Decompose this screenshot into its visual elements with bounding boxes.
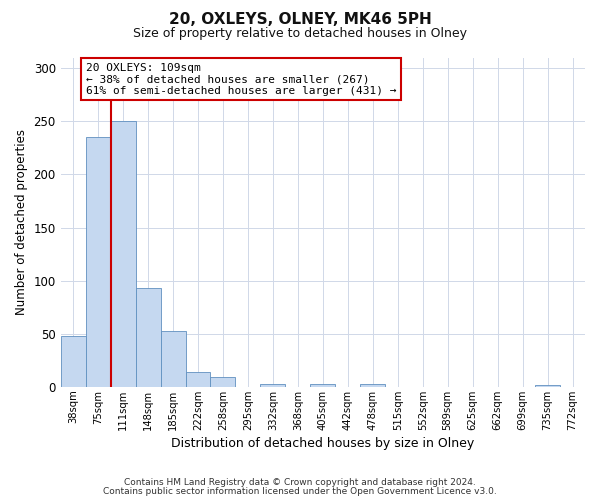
Text: Contains HM Land Registry data © Crown copyright and database right 2024.: Contains HM Land Registry data © Crown c… [124, 478, 476, 487]
Bar [260, 384, 286, 387]
Bar [61, 336, 86, 387]
X-axis label: Distribution of detached houses by size in Olney: Distribution of detached houses by size … [171, 437, 475, 450]
Text: Size of property relative to detached houses in Olney: Size of property relative to detached ho… [133, 28, 467, 40]
Text: 20, OXLEYS, OLNEY, MK46 5PH: 20, OXLEYS, OLNEY, MK46 5PH [169, 12, 431, 28]
Bar [185, 372, 211, 387]
Bar [161, 330, 185, 387]
Bar [310, 384, 335, 387]
Bar [211, 378, 235, 387]
Y-axis label: Number of detached properties: Number of detached properties [15, 129, 28, 315]
Bar [535, 385, 560, 387]
Bar [136, 288, 161, 387]
Bar [360, 384, 385, 387]
Text: Contains public sector information licensed under the Open Government Licence v3: Contains public sector information licen… [103, 487, 497, 496]
Bar [86, 137, 110, 387]
Bar [110, 122, 136, 387]
Text: 20 OXLEYS: 109sqm
← 38% of detached houses are smaller (267)
61% of semi-detache: 20 OXLEYS: 109sqm ← 38% of detached hous… [86, 63, 396, 96]
